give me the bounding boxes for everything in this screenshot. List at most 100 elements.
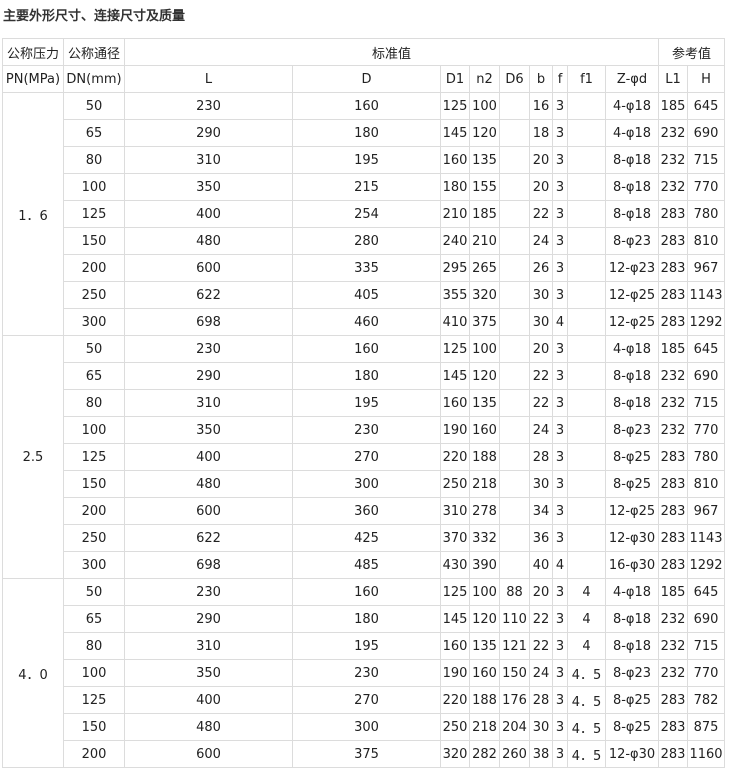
table-row: 125 400 270 220 188 176 28 3 4．5 8-φ25 283 782 xyxy=(3,686,725,714)
table-cell: 240 xyxy=(440,227,470,255)
table-cell: 3 xyxy=(552,227,568,255)
table-cell: 810 xyxy=(687,227,725,255)
table-cell: 350 xyxy=(124,173,293,201)
table-cell: 283 xyxy=(658,551,688,579)
header-standard: 标准值 xyxy=(124,38,659,66)
table-cell: 3 xyxy=(552,659,568,687)
table-cell: 300 xyxy=(292,470,441,498)
table-cell: 270 xyxy=(292,443,441,471)
table-cell: 188 xyxy=(469,686,500,714)
table-cell: 480 xyxy=(124,227,293,255)
table-cell: 4-φ18 xyxy=(605,578,659,606)
table-cell: 250 xyxy=(63,281,125,309)
table-cell: 400 xyxy=(124,200,293,228)
table-cell: 430 xyxy=(440,551,470,579)
table-cell: 125 xyxy=(63,443,125,471)
table-cell: 3 xyxy=(552,281,568,309)
table-cell: 218 xyxy=(469,470,500,498)
table-cell: 232 xyxy=(658,416,688,444)
table-cell: 254 xyxy=(292,200,441,228)
table-cell: 200 xyxy=(63,497,125,525)
table-cell: 30 xyxy=(529,470,553,498)
table-cell: 190 xyxy=(440,416,470,444)
table-cell xyxy=(567,308,606,336)
table-cell xyxy=(567,524,606,552)
table-cell: 12-φ30 xyxy=(605,524,659,552)
header-reference: 参考值 xyxy=(658,38,725,66)
table-cell: 8-φ23 xyxy=(605,659,659,687)
table-cell: 210 xyxy=(440,200,470,228)
table-cell xyxy=(567,254,606,282)
table-cell: 218 xyxy=(469,713,500,741)
col-header: D xyxy=(292,65,441,93)
table-cell: 335 xyxy=(292,254,441,282)
table-cell: 3 xyxy=(552,200,568,228)
table-cell: 160 xyxy=(469,659,500,687)
table-cell: 230 xyxy=(124,578,293,606)
table-cell: 290 xyxy=(124,605,293,633)
table-row: 100 350 230 190 160 24 3 8-φ23 232 770 xyxy=(3,416,725,444)
table-cell: 3 xyxy=(552,335,568,363)
table-cell xyxy=(499,227,530,255)
table-cell: 690 xyxy=(687,119,725,147)
table-row: 80 310 195 160 135 121 22 3 4 8-φ18 232 715 xyxy=(3,632,725,660)
table-cell: 180 xyxy=(292,605,441,633)
table-cell: 204 xyxy=(499,713,530,741)
table-cell: 4 xyxy=(567,632,606,660)
table-cell: 283 xyxy=(658,281,688,309)
col-header: H xyxy=(687,65,725,93)
table-cell: 4．5 xyxy=(567,659,606,687)
table-cell: 715 xyxy=(687,632,725,660)
table-cell: 185 xyxy=(658,335,688,363)
header-dn: 公称通径 xyxy=(63,38,125,66)
table-cell: 135 xyxy=(469,146,500,174)
table-cell xyxy=(567,173,606,201)
table-cell xyxy=(499,497,530,525)
table-row: 250 622 405 355 320 30 3 12-φ25 283 1143 xyxy=(3,281,725,309)
col-header: Z-φd xyxy=(605,65,659,93)
table-cell: 24 xyxy=(529,227,553,255)
table-cell: 780 xyxy=(687,200,725,228)
table-row: 1．6 50 230 160 125 100 16 3 4-φ18 185 645 xyxy=(2,92,725,336)
table-cell: 232 xyxy=(658,659,688,687)
table-cell: 405 xyxy=(292,281,441,309)
table-cell: 8-φ18 xyxy=(605,605,659,633)
table-cell: 145 xyxy=(440,119,470,147)
table-cell: 30 xyxy=(529,713,553,741)
table-cell: 100 xyxy=(63,416,125,444)
table-cell: 185 xyxy=(469,200,500,228)
table-cell: 100 xyxy=(63,659,125,687)
table-cell: 3 xyxy=(552,443,568,471)
table-cell: 36 xyxy=(529,524,553,552)
table-cell: 12-φ25 xyxy=(605,497,659,525)
table-cell: 283 xyxy=(658,200,688,228)
table-cell: 780 xyxy=(687,443,725,471)
table-cell: 18 xyxy=(529,119,553,147)
table-cell xyxy=(499,389,530,417)
table-cell: 875 xyxy=(687,713,725,741)
table-cell: 30 xyxy=(529,281,553,309)
table-cell: 770 xyxy=(687,416,725,444)
table-cell xyxy=(499,119,530,147)
table-cell xyxy=(567,227,606,255)
table-cell: 283 xyxy=(658,686,688,714)
table-cell: 210 xyxy=(469,227,500,255)
table-cell: 230 xyxy=(292,416,441,444)
table-cell: 3 xyxy=(552,578,568,606)
table-cell: 283 xyxy=(658,308,688,336)
table-cell: 3 xyxy=(552,632,568,660)
table-cell: 690 xyxy=(687,362,725,390)
table-row: 4．0 50 230 160 125 100 88 20 3 4 4-φ18 185 645 xyxy=(2,578,725,768)
table-cell: 12-φ25 xyxy=(605,281,659,309)
table-cell: 355 xyxy=(440,281,470,309)
table-cell: 782 xyxy=(687,686,725,714)
table-cell xyxy=(567,362,606,390)
table-cell: 310 xyxy=(124,146,293,174)
table-cell xyxy=(567,281,606,309)
table-cell: 715 xyxy=(687,389,725,417)
table-cell: 30 xyxy=(529,308,553,336)
table-cell: 3 xyxy=(552,119,568,147)
table-cell xyxy=(567,551,606,579)
table-row: 125 400 270 220 188 28 3 8-φ25 283 780 xyxy=(3,443,725,471)
table-cell: 280 xyxy=(292,227,441,255)
